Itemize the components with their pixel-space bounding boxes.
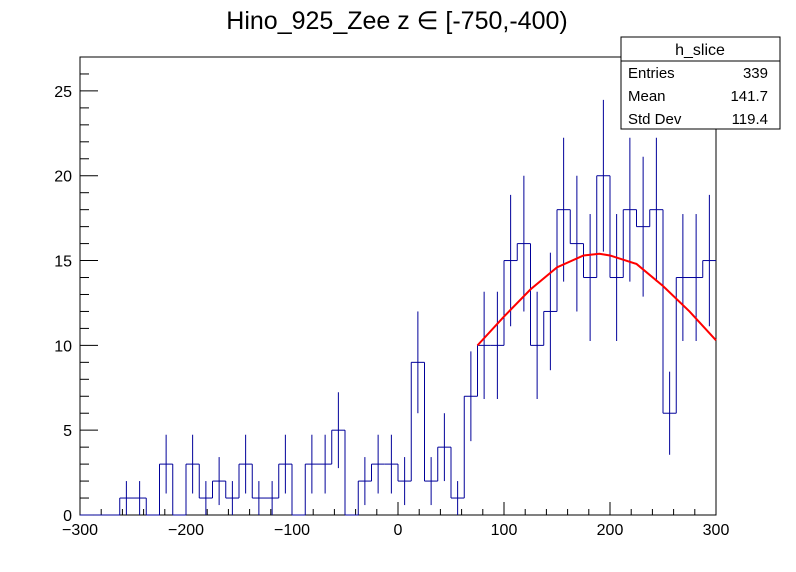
- x-tick-label: 200: [597, 522, 624, 539]
- y-tick-label: 0: [63, 508, 72, 525]
- y-tick-label: 10: [54, 338, 72, 355]
- y-tick-label: 20: [54, 169, 72, 186]
- y-tick-label: 15: [54, 254, 72, 271]
- stats-mean-label: Mean: [628, 88, 666, 105]
- x-tick-label: −100: [274, 522, 310, 539]
- chart-title: Hino_925_Zee z ∈ [-750,-400): [226, 7, 567, 35]
- fit-curve: [476, 252, 717, 347]
- x-tick-label: 0: [394, 522, 403, 539]
- axes: −300 −200 −100 0 100 200 300 0 5 10 15 20 25: [54, 56, 730, 539]
- x-tick-label: −200: [168, 522, 204, 539]
- y-tick-label: 25: [54, 84, 72, 101]
- fit-line: [476, 252, 717, 347]
- stats-entries-value: 339: [743, 65, 768, 82]
- stats-mean-value: 141.7: [730, 88, 768, 105]
- stats-stddev-label: Std Dev: [628, 111, 682, 128]
- error-bars: [125, 99, 710, 515]
- stats-box-title: h_slice: [675, 42, 725, 59]
- stats-entries-label: Entries: [628, 65, 675, 82]
- x-tick-label: 100: [491, 522, 518, 539]
- y-tick-label: 5: [63, 423, 72, 440]
- stats-box-frame: [620, 36, 781, 130]
- histogram-bars: [80, 175, 716, 516]
- stats-stddev-value: 119.4: [732, 111, 768, 128]
- stats-box: h_slice Entries 339 Mean 141.7 Std Dev 1…: [620, 36, 781, 130]
- x-tick-label: −300: [62, 522, 98, 539]
- x-tick-label: 300: [703, 522, 730, 539]
